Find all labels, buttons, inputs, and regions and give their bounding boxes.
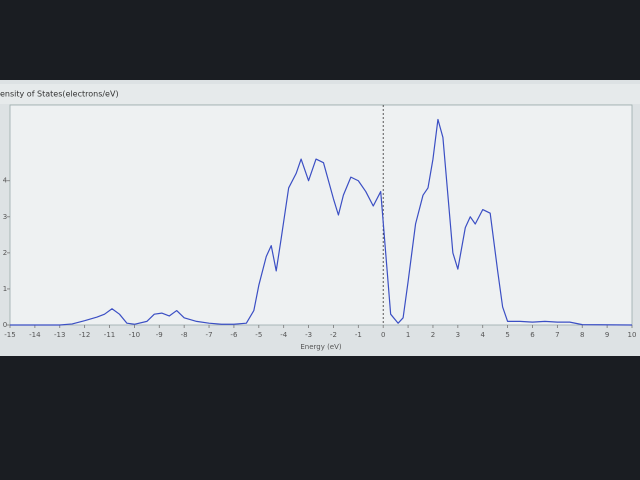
x-tick-label: -13	[54, 331, 65, 339]
x-tick-label: 4	[480, 331, 485, 339]
x-axis-label: Energy (eV)	[300, 343, 342, 351]
x-tick-label: 10	[628, 331, 637, 339]
y-tick-label: 3	[3, 213, 7, 221]
x-tick-label: -14	[29, 331, 41, 339]
x-tick-label: 7	[555, 331, 559, 339]
x-tick-label: -15	[4, 331, 15, 339]
y-tick-label: 2	[3, 249, 7, 257]
x-tick-label: 6	[530, 331, 535, 339]
x-tick-label: -9	[156, 331, 163, 339]
x-tick-label: -11	[104, 331, 115, 339]
chart-title: ensity of States(electrons/eV)	[0, 90, 119, 99]
x-tick-label: 3	[456, 331, 460, 339]
x-tick-label: -8	[181, 331, 188, 339]
x-tick-label: -7	[206, 331, 213, 339]
dos-line	[10, 118, 633, 326]
x-tick-label: -4	[280, 331, 288, 339]
x-tick-label: -12	[79, 331, 90, 339]
x-tick-label: 2	[431, 331, 435, 339]
x-tick-label: 5	[505, 331, 509, 339]
x-tick-label: 8	[580, 331, 584, 339]
plot-area	[9, 104, 633, 326]
x-tick-label: -6	[230, 331, 238, 339]
x-tick-label: -10	[129, 331, 140, 339]
title-bar	[0, 84, 640, 104]
x-tick-label: -3	[305, 331, 312, 339]
y-tick-label: 4	[3, 177, 8, 185]
x-tick-label: -5	[255, 331, 262, 339]
x-tick-label: 9	[605, 331, 609, 339]
x-tick-label: 1	[406, 331, 410, 339]
x-tick-label: -2	[330, 331, 337, 339]
y-tick-label: 0	[3, 321, 7, 329]
y-tick-label: 1	[3, 285, 7, 293]
x-tick-label: 0	[381, 331, 385, 339]
x-tick-label: -1	[355, 331, 362, 339]
